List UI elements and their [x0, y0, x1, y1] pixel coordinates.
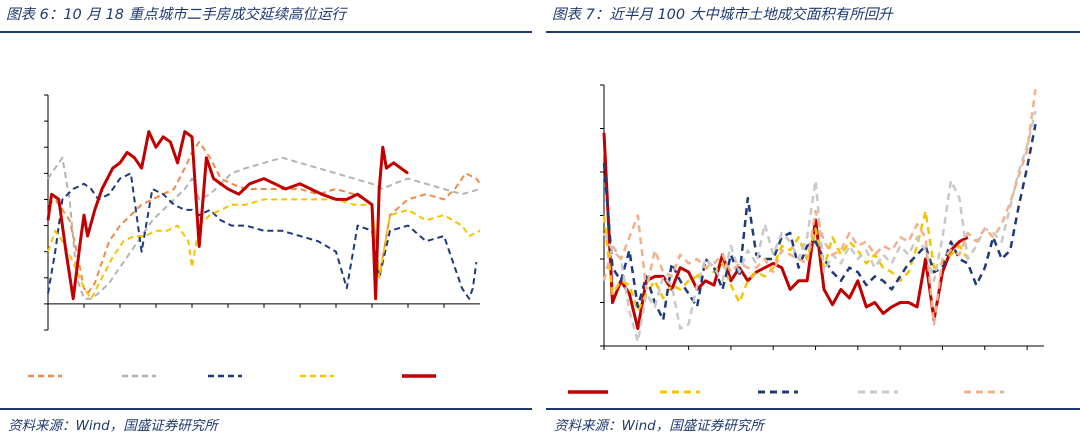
line-chart-right: [568, 84, 1044, 394]
chart-panel-right: 图表 7：近半月 100 大中城市土地成交面积有所回升 资料来源：Wind，国盛…: [546, 0, 1080, 442]
series-line-2021年: [47, 172, 478, 300]
chart-panel-left: 图表 6：10 月 18 重点城市二手房成交延续高位运行 资料来源：Wind，国…: [0, 0, 532, 442]
source-note: 资料来源：Wind，国盛证券研究所: [554, 418, 764, 434]
divider: [546, 408, 1080, 410]
panel-title: 图表 6：10 月 18 重点城市二手房成交延续高位运行: [6, 7, 347, 23]
series-line-2021: [602, 123, 1037, 322]
line-chart-left: [28, 94, 481, 378]
series-line-2023年: [46, 130, 409, 301]
divider: [0, 31, 532, 33]
series-line-2022: [602, 209, 969, 313]
series-line-2019年: [47, 141, 481, 295]
source-note: 资料来源：Wind，国盛证券研究所: [8, 418, 218, 434]
series-line-2019: [602, 89, 1037, 326]
series-line-2020: [602, 110, 1037, 343]
series-line-2022年: [47, 198, 481, 300]
divider: [0, 408, 532, 410]
panel-title: 图表 7：近半月 100 大中城市土地成交面积有所回升: [552, 7, 893, 23]
divider: [546, 31, 1080, 33]
series-line-2023: [602, 132, 969, 331]
